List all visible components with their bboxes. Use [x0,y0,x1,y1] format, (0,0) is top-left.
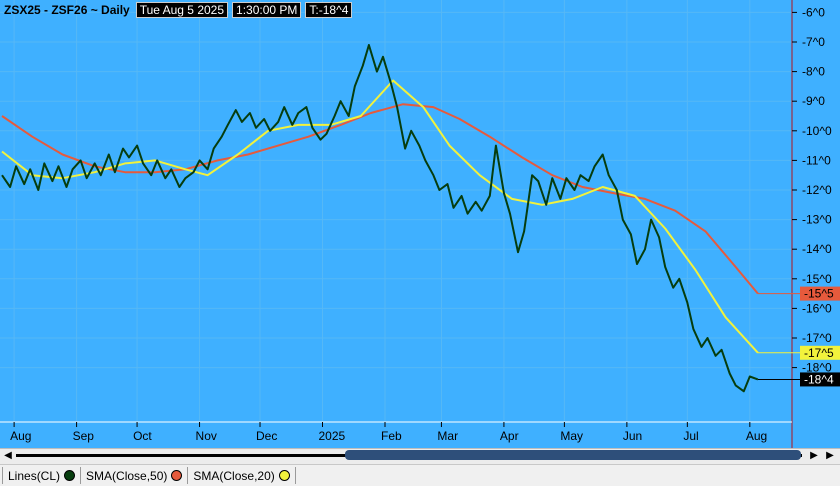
price-tick-label: -7^0 [802,35,825,49]
time-tick-label: Jun [623,429,642,443]
close-last-value-box [800,372,840,387]
scroll-thumb[interactable] [345,450,801,460]
time-axis[interactable]: Aug Sep Oct Nov Dec 2025 Feb Mar Apr May Jun Jul Aug [10,422,767,443]
time-tick-label: Aug [10,429,31,443]
time-tick-label: Mar [437,429,458,443]
legend-label: SMA(Close,50) [86,468,168,483]
time-tick-label: 2025 [319,429,346,443]
time-tick-label: Nov [196,429,217,443]
sma50-line [1,103,759,295]
legend-item-lines[interactable]: Lines(CL) [2,467,82,484]
chart-title-bar: ZSX25 - ZSF26 ~ Daily Tue Aug 5 2025 1:3… [4,2,353,18]
time-badge: 1:30:00 PM [232,2,302,18]
price-tick-label: -18^0 [802,361,832,375]
time-tick-label: Sep [73,429,95,443]
price-chart[interactable]: -6^0 -7^0 -8^0 -9^0 -10^0 -11^0 -12^0 -13^0 -14^… [0,0,840,448]
date-badge: Tue Aug 5 2025 [135,2,229,18]
grid-lines [0,0,792,422]
time-tick-label: Jul [683,429,698,443]
price-tick-label: -6^0 [802,5,825,19]
series-layer [1,44,759,393]
price-tick-label: -16^0 [802,301,832,315]
legend-label: Lines(CL) [8,468,61,483]
sma20-line [1,79,759,354]
price-tick-label: -8^0 [802,65,825,79]
price-tick-label: -11^0 [802,153,831,167]
legend-swatch-icon [64,470,76,481]
time-tick-label: Feb [381,429,402,443]
sma20-last-value-label: -17^5 [804,346,834,360]
legend-label: SMA(Close,20) [193,468,275,483]
price-tick-label: -13^0 [802,213,832,227]
plot-background [0,0,792,448]
symbol-label: ZSX25 - ZSF26 ~ Daily [4,3,130,17]
legend-swatch-icon [171,470,183,481]
sma20-last-value-box [800,345,840,360]
sma50-last-value-box [800,286,840,301]
price-tick-label: -14^0 [802,242,832,256]
scroll-left-arrow-icon[interactable]: ◀ [4,450,12,461]
scroll-to-end-icon[interactable]: ▶ [826,450,834,461]
last-trade-badge: T:-18^4 [305,2,353,18]
price-tick-label: -12^0 [802,183,832,197]
legend-item-sma50[interactable]: SMA(Close,50) [81,467,189,484]
time-tick-label: Apr [500,429,519,443]
price-tick-label: -10^0 [802,124,832,138]
price-tick-label: -9^0 [802,94,825,108]
legend-swatch-icon [278,470,290,481]
price-tick-label: -15^0 [802,272,832,286]
study-legend-bar: Lines(CL) SMA(Close,50) SMA(Close,20) [0,464,840,486]
close-last-value-label: -18^4 [804,372,834,386]
price-tick-label: -17^0 [802,331,832,345]
chart-scrollbar[interactable]: ◀ ▶ ▶ [0,448,840,464]
close-price-line [1,44,759,393]
time-tick-label: Aug [746,429,767,443]
legend-item-sma20[interactable]: SMA(Close,20) [188,467,296,484]
price-axis[interactable]: -6^0 -7^0 -8^0 -9^0 -10^0 -11^0 -12^0 -13^0 -14^… [792,5,832,375]
sma50-last-value-label: -15^5 [804,287,834,301]
time-tick-label: May [560,429,583,443]
last-value-labels: -15^5 -17^5 -18^4 [757,286,840,387]
scroll-right-arrow-icon[interactable]: ▶ [810,450,818,461]
time-tick-label: Oct [133,429,152,443]
time-tick-label: Dec [256,429,277,443]
